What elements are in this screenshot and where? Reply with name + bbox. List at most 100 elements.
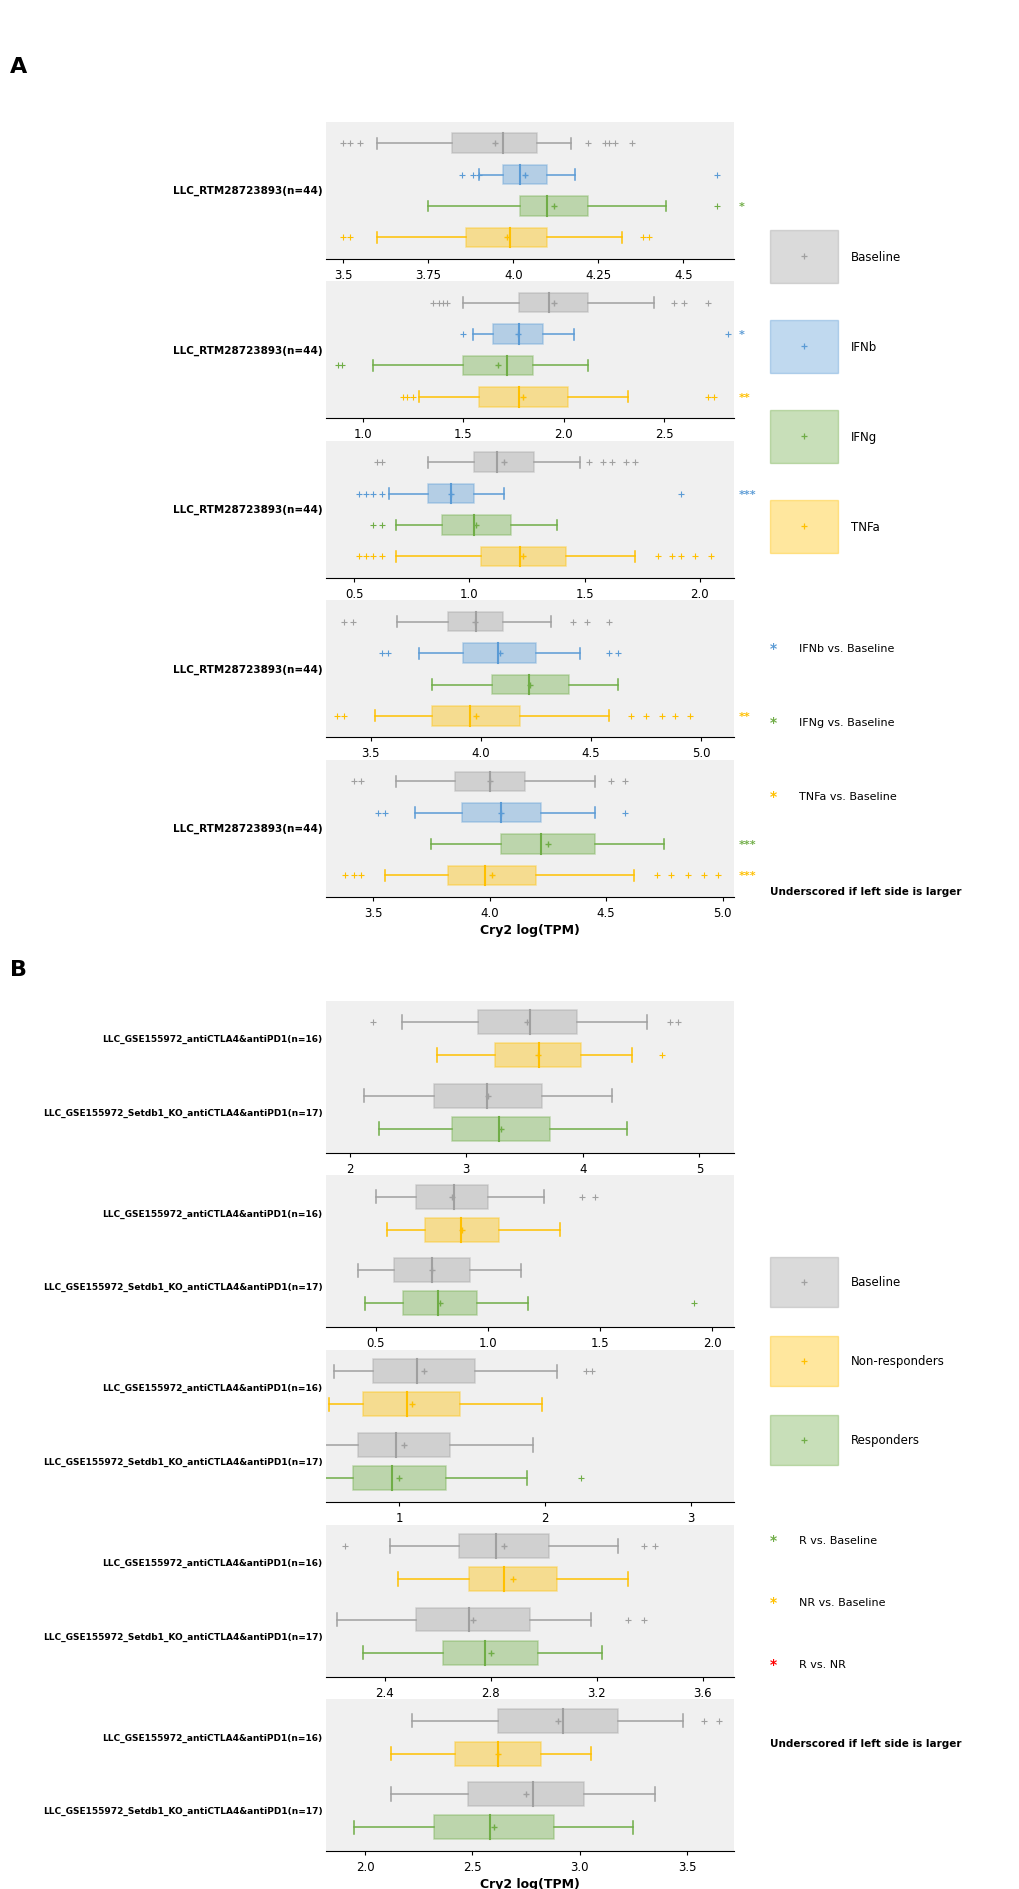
Bar [463, 357, 533, 376]
Text: *: * [769, 790, 776, 805]
X-axis label: Per2 log(TPM): Per2 log(TPM) [480, 446, 580, 459]
X-axis label: Per1 log(TPM): Per1 log(TPM) [480, 1179, 580, 1192]
Text: Non-responders: Non-responders [850, 1354, 944, 1368]
X-axis label: Per2 log(TPM): Per2 log(TPM) [480, 1354, 580, 1368]
Bar [427, 485, 474, 504]
Bar [466, 229, 547, 247]
Bar [497, 1710, 618, 1732]
Text: *: * [738, 331, 744, 340]
Bar [451, 1116, 549, 1141]
Text: IFNb vs. Baseline: IFNb vs. Baseline [799, 644, 894, 654]
Bar [425, 1218, 498, 1243]
Bar [519, 295, 587, 314]
Text: LLC_GSE155972_Setdb1_KO_antiCTLA4&antiPD1(n=17): LLC_GSE155972_Setdb1_KO_antiCTLA4&antiPD… [43, 1109, 322, 1116]
Text: *: * [769, 1532, 776, 1547]
Text: A: A [10, 57, 28, 77]
Bar [433, 1815, 553, 1840]
Bar [441, 516, 511, 535]
Bar [469, 1568, 556, 1591]
Text: LLC_GSE155972_antiCTLA4&antiPD1(n=16): LLC_GSE155972_antiCTLA4&antiPD1(n=16) [102, 1558, 322, 1568]
Bar [447, 867, 536, 886]
Bar [451, 134, 537, 153]
Text: LLC_GSE155972_antiCTLA4&antiPD1(n=16): LLC_GSE155972_antiCTLA4&antiPD1(n=16) [102, 1383, 322, 1392]
Bar [493, 325, 543, 344]
X-axis label: Cry2 log(TPM): Cry2 log(TPM) [480, 924, 580, 937]
Bar [459, 1534, 548, 1558]
Text: LLC_GSE155972_antiCTLA4&antiPD1(n=16): LLC_GSE155972_antiCTLA4&antiPD1(n=16) [102, 1209, 322, 1218]
Bar [769, 230, 838, 283]
Text: *: * [769, 716, 776, 729]
Bar [500, 835, 594, 854]
Bar [468, 1781, 584, 1806]
Text: Baseline: Baseline [850, 1275, 900, 1288]
Text: ***: *** [738, 839, 755, 850]
Text: IFNg: IFNg [850, 431, 876, 444]
Text: NR vs. Baseline: NR vs. Baseline [799, 1598, 884, 1608]
Bar [433, 1084, 541, 1109]
Bar [480, 548, 566, 567]
Bar [474, 453, 533, 472]
X-axis label: Cry2 log(TPM): Cry2 log(TPM) [480, 1878, 580, 1889]
Bar [769, 321, 838, 374]
Bar [462, 803, 540, 824]
Bar [442, 1642, 538, 1664]
Text: LLC_RTM28723893(n=44): LLC_RTM28723893(n=44) [172, 185, 322, 196]
Bar [358, 1434, 449, 1456]
Text: *: * [769, 1594, 776, 1609]
Bar [769, 1258, 838, 1307]
Text: LLC_RTM28723893(n=44): LLC_RTM28723893(n=44) [172, 346, 322, 355]
X-axis label: Per3 log(TPM): Per3 log(TPM) [480, 1528, 580, 1541]
Text: LLC_GSE155972_Setdb1_KO_antiCTLA4&antiPD1(n=17): LLC_GSE155972_Setdb1_KO_antiCTLA4&antiPD… [43, 1456, 322, 1466]
Text: Underscored if left side is larger: Underscored if left side is larger [769, 1738, 961, 1749]
Bar [495, 1043, 580, 1067]
Bar [403, 1292, 476, 1315]
Text: ***: *** [738, 871, 755, 880]
Bar [353, 1466, 445, 1490]
Bar [432, 706, 520, 725]
Text: LLC_RTM28723893(n=44): LLC_RTM28723893(n=44) [172, 665, 322, 674]
Text: LLC_RTM28723893(n=44): LLC_RTM28723893(n=44) [172, 504, 322, 516]
Bar [502, 166, 547, 185]
Text: LLC_GSE155972_Setdb1_KO_antiCTLA4&antiPD1(n=17): LLC_GSE155972_Setdb1_KO_antiCTLA4&antiPD… [43, 1283, 322, 1292]
Text: Responders: Responders [850, 1434, 919, 1447]
Text: LLC_GSE155972_antiCTLA4&antiPD1(n=16): LLC_GSE155972_antiCTLA4&antiPD1(n=16) [102, 1732, 322, 1742]
Text: B: B [10, 960, 28, 980]
Bar [769, 501, 838, 553]
Text: LLC_RTM28723893(n=44): LLC_RTM28723893(n=44) [172, 824, 322, 835]
Text: TNFa vs. Baseline: TNFa vs. Baseline [799, 791, 896, 801]
Bar [363, 1392, 460, 1417]
Text: R vs. Baseline: R vs. Baseline [799, 1536, 876, 1545]
Bar [463, 644, 535, 663]
Text: IFNg vs. Baseline: IFNg vs. Baseline [799, 718, 894, 727]
Bar [769, 1336, 838, 1387]
Bar [447, 612, 502, 633]
X-axis label: Per1 log(TPM): Per1 log(TPM) [480, 285, 580, 298]
Bar [454, 773, 524, 791]
Text: IFNb: IFNb [850, 340, 876, 353]
Text: *: * [769, 642, 776, 655]
Text: TNFa: TNFa [850, 521, 878, 533]
Bar [478, 1011, 577, 1035]
Text: **: ** [738, 393, 750, 402]
Bar [373, 1360, 475, 1383]
Text: R vs. NR: R vs. NR [799, 1660, 846, 1670]
X-axis label: Per3 log(TPM): Per3 log(TPM) [480, 604, 580, 618]
Text: ***: *** [738, 489, 755, 499]
Text: *: * [769, 1657, 776, 1672]
Text: *: * [738, 202, 744, 212]
Text: LLC_GSE155972_antiCTLA4&antiPD1(n=16): LLC_GSE155972_antiCTLA4&antiPD1(n=16) [102, 1035, 322, 1043]
X-axis label: Cry1 log(TPM): Cry1 log(TPM) [480, 763, 580, 776]
X-axis label: Cry1 log(TPM): Cry1 log(TPM) [480, 1702, 580, 1715]
Bar [416, 1184, 487, 1209]
Text: LLC_GSE155972_Setdb1_KO_antiCTLA4&antiPD1(n=17): LLC_GSE155972_Setdb1_KO_antiCTLA4&antiPD… [43, 1806, 322, 1815]
Bar [393, 1258, 470, 1283]
Bar [454, 1742, 541, 1766]
Text: Baseline: Baseline [850, 251, 900, 264]
Bar [491, 676, 569, 695]
Bar [520, 196, 588, 217]
Bar [479, 387, 567, 408]
Text: **: ** [738, 712, 750, 722]
Bar [769, 1415, 838, 1466]
Bar [769, 410, 838, 463]
Text: LLC_GSE155972_Setdb1_KO_antiCTLA4&antiPD1(n=17): LLC_GSE155972_Setdb1_KO_antiCTLA4&antiPD… [43, 1632, 322, 1642]
